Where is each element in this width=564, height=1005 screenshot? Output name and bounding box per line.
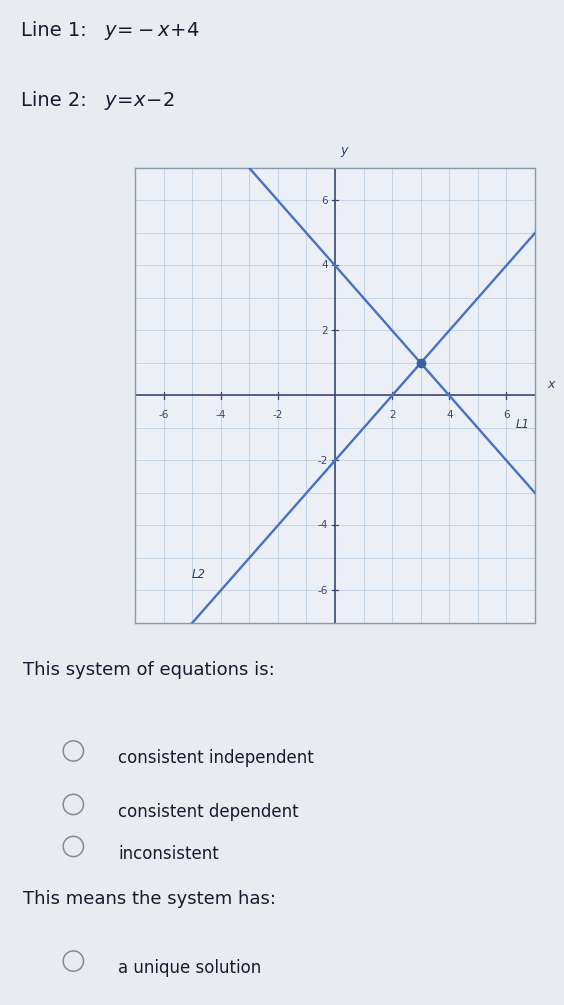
Text: -4: -4	[215, 410, 226, 420]
Text: -4: -4	[318, 521, 328, 531]
Text: L2: L2	[192, 568, 206, 581]
Text: 4: 4	[446, 410, 452, 420]
Text: 2: 2	[389, 410, 395, 420]
Text: -6: -6	[318, 586, 328, 596]
Text: -2: -2	[272, 410, 283, 420]
Text: This system of equations is:: This system of equations is:	[23, 661, 274, 679]
Text: consistent dependent: consistent dependent	[118, 803, 299, 820]
Text: 4: 4	[321, 260, 328, 270]
Text: Line 1:: Line 1:	[21, 21, 93, 40]
Text: a unique solution: a unique solution	[118, 959, 262, 977]
Text: This means the system has:: This means the system has:	[23, 890, 276, 909]
Text: $y\!=\!-x\!+\!4$: $y\!=\!-x\!+\!4$	[104, 19, 201, 41]
Text: 6: 6	[503, 410, 510, 420]
Text: L1: L1	[515, 418, 529, 431]
Text: x: x	[547, 378, 554, 391]
Text: y: y	[341, 144, 348, 157]
Text: Line 2:: Line 2:	[21, 91, 93, 110]
Text: inconsistent: inconsistent	[118, 844, 219, 862]
Text: $y\!=\!x\!-\!2$: $y\!=\!x\!-\!2$	[104, 89, 175, 112]
Text: 2: 2	[321, 326, 328, 336]
Text: -2: -2	[318, 455, 328, 465]
Text: -6: -6	[158, 410, 169, 420]
Text: consistent independent: consistent independent	[118, 749, 314, 767]
Text: 6: 6	[321, 196, 328, 205]
